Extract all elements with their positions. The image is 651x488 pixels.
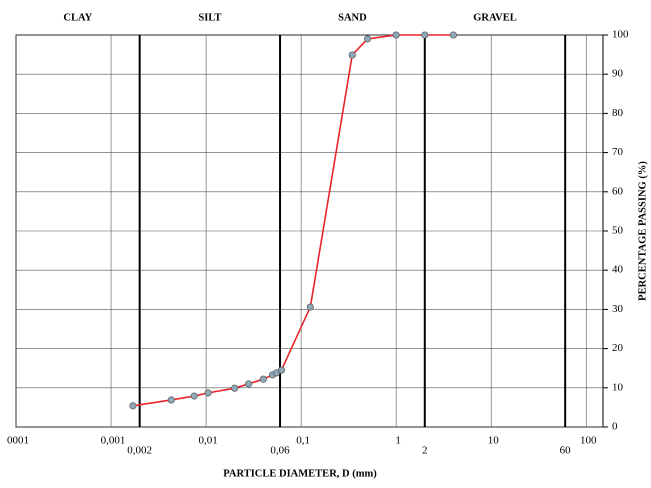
x-tick-label: 100 <box>580 435 597 447</box>
y-tick-label: 40 <box>612 264 624 276</box>
y-axis-title: PERCENTAGE PASSING (%) <box>637 161 648 301</box>
y-tick-label: 10 <box>612 381 624 393</box>
data-point <box>129 402 137 410</box>
zone-label: CLAY <box>63 12 92 23</box>
y-tick-label: 30 <box>612 303 624 315</box>
data-point <box>259 375 267 383</box>
data-point <box>364 35 372 43</box>
x-tick-label: 0,001 <box>101 435 126 447</box>
data-line <box>132 34 454 407</box>
y-tick-label: 50 <box>612 225 624 237</box>
boundary-label: 60 <box>560 445 572 457</box>
boundary-label: 0,06 <box>270 445 290 457</box>
data-point <box>449 31 457 39</box>
data-point <box>245 380 253 388</box>
y-tick-label: 100 <box>612 29 629 41</box>
zone-label: SILT <box>198 12 221 23</box>
data-point <box>306 303 314 311</box>
x-tick-label: 10 <box>488 435 500 447</box>
y-tick-label: 60 <box>612 185 624 197</box>
y-tick-label: 90 <box>612 68 624 80</box>
data-point <box>277 366 285 374</box>
data-point <box>204 389 212 397</box>
y-tick-label: 80 <box>612 107 624 119</box>
data-point <box>348 51 356 59</box>
x-axis-title: PARTICLE DIAMETER, D (mm) <box>223 468 377 479</box>
zone-label: GRAVEL <box>473 12 517 23</box>
boundary-label: 2 <box>422 445 428 457</box>
x-tick-label: 0,1 <box>296 435 310 447</box>
y-tick-label: 20 <box>612 342 624 354</box>
x-tick-label: 0001 <box>7 435 29 447</box>
data-point <box>190 392 198 400</box>
x-tick-label: 1 <box>395 435 401 447</box>
x-tick-label: 0,01 <box>198 435 217 447</box>
data-point <box>167 396 175 404</box>
data-point <box>392 31 400 39</box>
boundary-label: 0,002 <box>127 445 152 457</box>
y-tick-label: 0 <box>612 421 618 433</box>
y-tick-label: 70 <box>612 146 624 158</box>
zone-label: SAND <box>338 12 367 23</box>
data-point <box>421 31 429 39</box>
data-point <box>231 384 239 392</box>
